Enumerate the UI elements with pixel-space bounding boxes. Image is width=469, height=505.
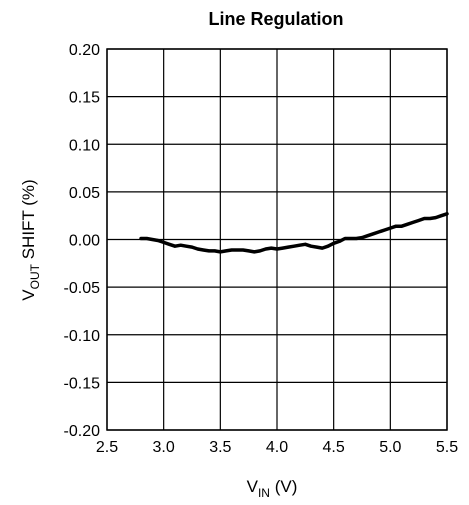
y-axis-label-suffix: SHIFT (%) xyxy=(19,179,38,264)
series-layer xyxy=(139,212,449,254)
x-axis-label: VIN (V) xyxy=(247,477,298,500)
y-tick-label: -0.20 xyxy=(64,423,101,440)
plot-frame xyxy=(106,48,448,431)
x-tick-label: 3.0 xyxy=(153,439,175,456)
x-tick-labels: 2.5 3.0 3.5 4.0 4.5 5.0 5.5 xyxy=(96,439,458,456)
grid-lines xyxy=(106,48,448,431)
y-tick-labels: 0.20 0.15 0.10 0.05 0.00 -0.05 -0.10 -0.15 -0.20 xyxy=(64,42,101,440)
x-axis-label-main: V xyxy=(247,477,259,496)
y-tick-label: -0.10 xyxy=(64,328,101,345)
chart-title: Line Regulation xyxy=(209,9,344,29)
x-tick-label: 4.5 xyxy=(323,439,345,456)
x-tick-label: 3.5 xyxy=(209,439,231,456)
y-tick-label: 0.15 xyxy=(69,90,100,107)
y-tick-label: -0.15 xyxy=(64,375,101,392)
series-line xyxy=(139,212,449,254)
y-axis-label: VOUT SHIFT (%) xyxy=(19,179,42,300)
x-tick-label: 5.5 xyxy=(436,439,458,456)
y-tick-label: 0.10 xyxy=(69,137,100,154)
y-axis-label-main: V xyxy=(19,289,38,301)
y-tick-label: 0.00 xyxy=(69,233,100,250)
x-axis-label-subscript: IN xyxy=(258,486,270,500)
x-tick-label: 5.0 xyxy=(379,439,401,456)
x-tick-label: 2.5 xyxy=(96,439,118,456)
y-axis-label-subscript: OUT xyxy=(28,263,42,289)
x-tick-label: 4.0 xyxy=(266,439,288,456)
y-tick-label: 0.05 xyxy=(69,185,100,202)
y-tick-label: 0.20 xyxy=(69,42,100,59)
x-axis-label-suffix: (V) xyxy=(270,477,297,496)
y-tick-label: -0.05 xyxy=(64,280,101,297)
